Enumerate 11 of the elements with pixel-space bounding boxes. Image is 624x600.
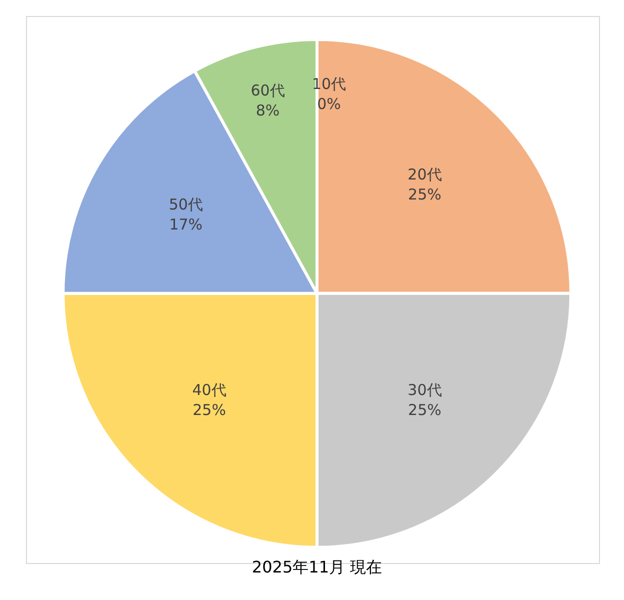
- slice-label: 40代: [192, 381, 226, 400]
- data-label: 25%: [408, 401, 442, 420]
- slice-label: 20代: [408, 166, 442, 184]
- slice-label: 50代: [168, 196, 203, 214]
- data-label: 25%: [192, 401, 226, 420]
- text: 2025年11月 現在: [252, 558, 382, 577]
- data-label: 25%: [408, 186, 442, 204]
- data-label: 8%: [256, 101, 280, 120]
- slice-label: 60代: [250, 81, 285, 100]
- slice-label: 30代: [408, 381, 442, 400]
- data-label: 17%: [169, 216, 203, 234]
